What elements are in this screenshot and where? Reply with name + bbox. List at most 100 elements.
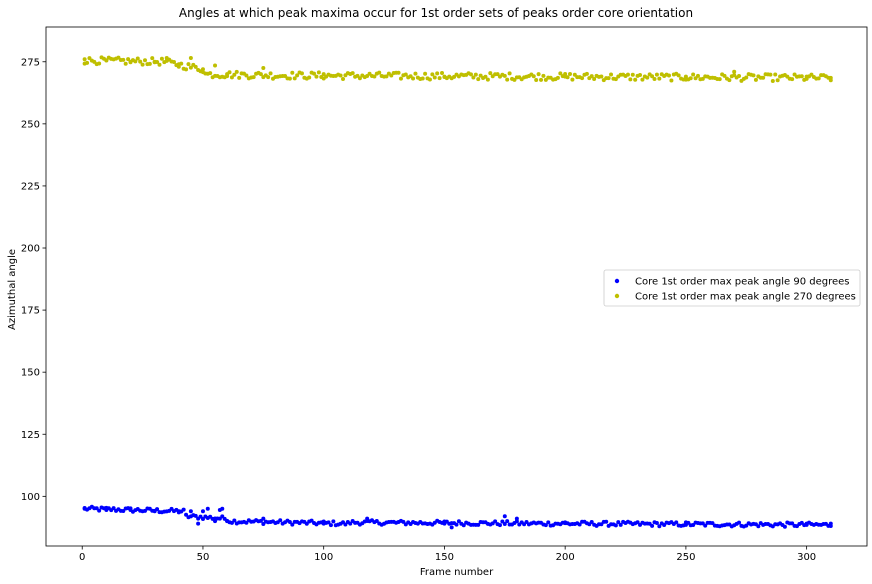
data-point [753,77,758,82]
data-point [442,521,447,526]
data-point [237,75,242,80]
data-point [220,514,225,519]
data-point [756,524,761,529]
data-point [770,79,775,84]
data-point [244,520,249,525]
data-point [536,72,541,77]
y-tick-label: 175 [21,306,40,317]
data-point [184,67,189,72]
data-point [121,57,126,62]
data-point [193,64,198,69]
data-point [645,75,650,80]
data-point [485,77,490,82]
data-point [341,76,346,81]
data-point [350,71,355,76]
data-point [751,73,756,78]
data-point [266,75,271,80]
legend-label-270: Core 1st order max peak angle 270 degree… [635,292,856,303]
data-point [666,73,671,78]
data-point [290,70,295,75]
data-point [234,69,239,74]
data-point [625,72,630,77]
data-point [563,520,568,525]
data-point [133,59,138,64]
x-tick-label: 100 [314,552,333,563]
data-point [703,523,708,528]
data-point [184,512,189,517]
data-point [512,77,517,82]
data-point [592,76,597,81]
data-point [111,506,116,511]
data-point [580,76,585,81]
data-point [147,61,152,66]
data-point [87,56,92,61]
data-point [251,75,256,80]
plot-area-frame [45,26,868,547]
data-point [82,506,87,511]
data-point [744,75,749,80]
data-point [589,520,594,525]
data-point [633,77,638,82]
data-point [761,75,766,80]
data-point [657,524,662,529]
data-point [413,71,418,76]
data-point [828,75,833,80]
data-point [599,74,604,79]
data-point [737,73,742,78]
legend: Core 1st order max peak angle 90 degrees… [603,269,861,307]
data-point [604,519,609,524]
data-point [186,62,191,67]
data-point [628,77,633,82]
data-point [563,74,568,79]
data-point [321,521,326,526]
data-points [82,55,833,530]
data-point [650,74,655,79]
data-point [654,72,659,77]
data-point [348,521,353,526]
data-point [613,77,618,82]
data-point [307,75,312,80]
data-point [278,518,283,523]
data-point [693,76,698,81]
data-point [290,522,295,527]
data-point [97,508,102,513]
data-point [669,78,674,83]
data-point [710,521,715,526]
x-tick-label: 200 [556,552,575,563]
data-point [432,75,437,80]
data-point [128,59,133,64]
legend-marker-270 [614,293,620,299]
data-point [258,72,263,77]
data-point [232,72,237,77]
data-point [476,522,481,527]
data-point [398,76,403,81]
data-point [502,521,507,526]
data-point [495,72,500,77]
data-point [357,76,362,81]
data-point [365,516,370,521]
data-point [657,76,662,81]
y-tick-label: 225 [21,181,40,192]
data-point [635,520,640,525]
data-point [128,507,133,512]
data-point [403,72,408,77]
data-point [283,73,288,78]
data-point [157,62,162,67]
data-point [691,72,696,77]
data-point [468,72,473,77]
data-point [654,520,659,525]
x-tick-label: 300 [797,552,816,563]
data-point [541,73,546,78]
data-point [727,78,732,83]
data-point [790,77,795,82]
data-point [213,519,218,524]
data-point [539,77,544,82]
data-point [193,513,198,518]
data-point [377,70,382,75]
data-point [442,74,447,79]
data-point [389,73,394,78]
data-point [782,524,787,529]
data-point [295,73,300,78]
data-point [688,76,693,81]
y-axis: 100 125 150 175 200 225 250 275 [21,57,46,503]
